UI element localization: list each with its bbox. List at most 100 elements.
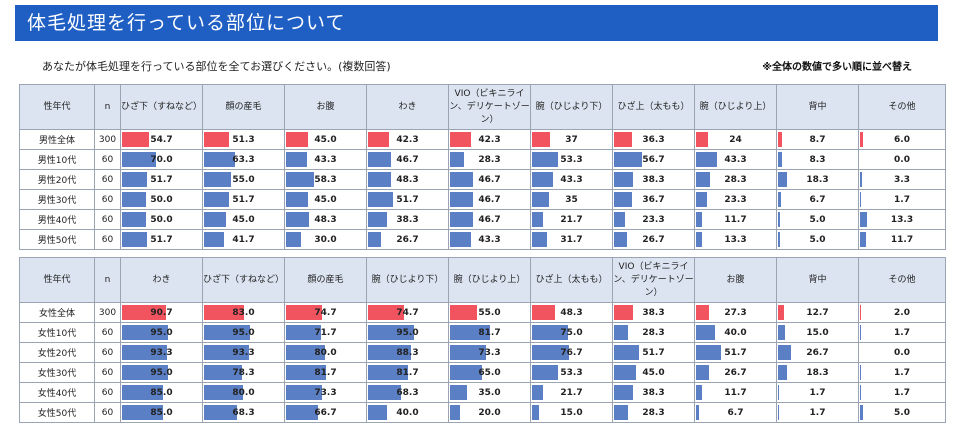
value-cell: 28.3 <box>448 149 531 170</box>
value-label: 51.7 <box>642 347 665 358</box>
row-label: 男性30代 <box>19 189 95 210</box>
value-cell: 11.7 <box>858 229 946 250</box>
value-cell: 1.7 <box>858 362 946 383</box>
value-cell: 1.7 <box>776 402 859 423</box>
value-cell: 51.7 <box>694 342 777 363</box>
value-cell: 40.0 <box>366 402 449 423</box>
table-row: 女性全体 300 90.7 83.0 74.7 74.7 55.0 48.3 38.3 27.3 1… <box>19 302 946 323</box>
value-bar <box>286 305 323 320</box>
value-cell: 74.7 <box>284 302 367 323</box>
value-label: 93.3 <box>150 347 173 358</box>
value-bar <box>450 385 467 400</box>
value-label: 40.0 <box>396 407 419 418</box>
value-label: 15.0 <box>560 407 583 418</box>
row-label: 女性40代 <box>19 382 95 403</box>
value-cell: 45.0 <box>202 209 285 230</box>
value-label: 43.3 <box>314 154 337 165</box>
value-label: 46.7 <box>478 214 501 225</box>
value-label: 23.3 <box>642 214 665 225</box>
value-cell: 6.7 <box>694 402 777 423</box>
value-label: 53.3 <box>560 154 583 165</box>
value-label: 21.7 <box>560 387 583 398</box>
value-cell: 0.0 <box>858 342 946 363</box>
value-label: 81.7 <box>478 327 501 338</box>
value-label: 6.0 <box>894 134 910 145</box>
value-label: 74.7 <box>314 307 337 318</box>
value-label: 0.0 <box>894 154 910 165</box>
column-header: 性年代 <box>19 84 95 130</box>
value-cell: 51.7 <box>120 169 203 190</box>
value-bar <box>532 192 549 207</box>
value-label: 11.7 <box>890 234 914 245</box>
column-header: n <box>94 84 121 130</box>
value-cell: 8.7 <box>776 129 859 150</box>
value-cell: 80.0 <box>202 382 285 403</box>
value-cell: 46.7 <box>448 189 531 210</box>
value-bar <box>204 325 251 340</box>
value-cell: 40.0 <box>694 322 777 343</box>
value-label: 48.3 <box>396 174 419 185</box>
sample-size: 60 <box>94 209 121 230</box>
table-header-row: 性年代 n わき ひざ下（すねなど） 顔の産毛 腕（ひじより下） 腕（ひじより上） ひざ上（太… <box>19 257 946 303</box>
value-cell: 28.3 <box>694 169 777 190</box>
value-label: 53.3 <box>560 367 583 378</box>
value-label: 71.7 <box>314 327 337 338</box>
value-bar <box>860 232 867 247</box>
column-header: お腹 <box>284 84 367 130</box>
value-label: 65.0 <box>478 367 501 378</box>
value-label: 51.3 <box>232 134 255 145</box>
value-cell: 46.7 <box>448 209 531 230</box>
value-bar <box>368 192 394 207</box>
value-cell: 95.0 <box>366 322 449 343</box>
page-title: 体毛処理を行っている部位について <box>15 5 938 41</box>
value-bar <box>860 385 861 400</box>
value-bar <box>778 212 781 227</box>
value-label: 38.3 <box>642 307 665 318</box>
value-bar <box>204 385 243 400</box>
value-bar <box>778 172 787 187</box>
column-header: 顔の産毛 <box>284 257 367 303</box>
value-bar <box>286 345 325 360</box>
value-bar <box>778 365 787 380</box>
value-label: 75.0 <box>560 327 583 338</box>
value-bar <box>532 405 540 420</box>
value-bar <box>122 325 169 340</box>
value-label: 31.7 <box>560 234 583 245</box>
value-cell: 55.0 <box>202 169 285 190</box>
value-bar <box>122 212 147 227</box>
value-label: 51.7 <box>150 234 173 245</box>
value-label: 45.0 <box>314 134 337 145</box>
value-cell: 83.0 <box>202 302 285 323</box>
value-label: 95.0 <box>396 327 419 338</box>
value-bar <box>368 345 411 360</box>
value-cell: 73.3 <box>448 342 531 363</box>
value-bar <box>696 152 718 167</box>
male-results-table: 性年代 n ひざ下（すねなど） 顔の産毛 お腹 わき VIO（ビキニライン、デリケートゾーン… <box>19 84 946 250</box>
value-bar <box>204 365 243 380</box>
value-cell: 43.3 <box>530 169 613 190</box>
value-bar <box>778 152 783 167</box>
value-bar <box>696 345 722 360</box>
column-header: その他 <box>858 257 946 303</box>
value-bar <box>696 212 702 227</box>
column-header: 腕（ひじより下） <box>530 84 613 130</box>
value-label: 85.0 <box>150 407 173 418</box>
row-label: 男性20代 <box>19 169 95 190</box>
value-bar <box>368 232 381 247</box>
value-bar <box>614 212 626 227</box>
value-cell: 30.0 <box>284 229 367 250</box>
value-cell: 21.7 <box>530 209 613 230</box>
female-results-table: 性年代 n わき ひざ下（すねなど） 顔の産毛 腕（ひじより下） 腕（ひじより上） ひざ上（太… <box>19 257 946 423</box>
value-label: 23.3 <box>724 194 747 205</box>
value-cell: 51.7 <box>366 189 449 210</box>
value-bar <box>122 132 149 147</box>
value-bar <box>450 405 460 420</box>
value-label: 1.7 <box>894 194 910 205</box>
value-cell: 31.7 <box>530 229 613 250</box>
value-label: 8.3 <box>809 154 826 165</box>
value-label: 1.7 <box>809 407 826 418</box>
value-bar <box>614 305 633 320</box>
value-label: 6.7 <box>809 194 826 205</box>
value-bar <box>286 325 321 340</box>
value-cell: 1.7 <box>776 382 859 403</box>
